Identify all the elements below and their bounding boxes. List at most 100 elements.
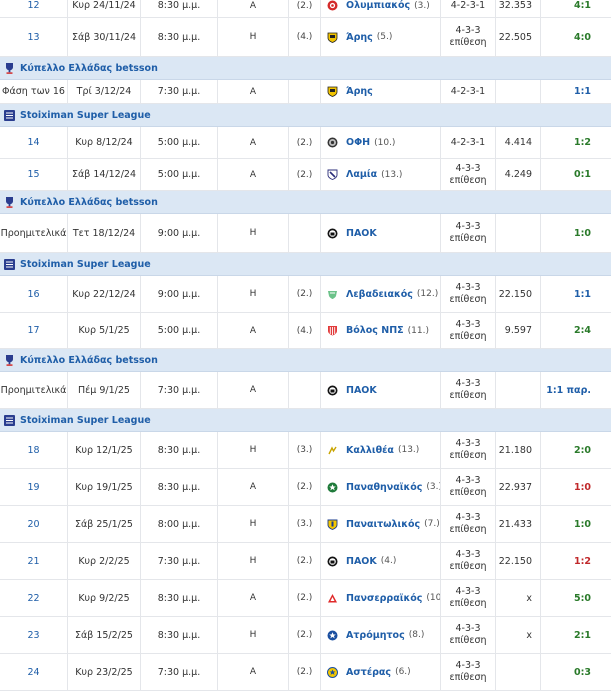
match-time: 8:30 μ.μ. [157,592,201,604]
opponent-link[interactable]: ΟΦΗ [346,137,371,148]
cell-score: 1:1 [541,276,611,312]
score-link[interactable]: 1:2 [573,555,591,567]
levadiakos-crest-icon [327,289,338,300]
cell-date: Σάβ 30/11/24 [68,18,141,56]
score-link[interactable]: 4:0 [573,31,591,43]
opponent-link[interactable]: Άρης [346,31,373,43]
score-link[interactable]: 1:1 [573,86,591,97]
cell-round: Φάση των 16 [0,80,68,103]
score-link[interactable]: 2:1 [573,629,591,641]
formation-style: επίθεση [449,174,487,186]
opponent-link[interactable]: Καλλιθέα [346,444,394,456]
home-away-indicator: Α [249,86,257,97]
attendance: 22.150 [498,288,532,300]
score-link[interactable]: 1:1 [573,288,591,300]
competition-header: Stoiximan Super League [0,104,611,127]
round-link[interactable]: 15 [27,169,40,180]
cell-score: 4:0 [541,18,611,56]
opponent-link[interactable]: ΠΑΟΚ [346,384,377,396]
attendance: 4.414 [504,137,532,148]
cell-date: Πέμ 9/1/25 [68,372,141,408]
super-league-icon [4,258,15,271]
cell-team: Παναιτωλικός (7.) [321,506,441,542]
cell-att: 4.249 [496,159,541,190]
formation: 4-3-3 [455,512,481,523]
round-link[interactable]: 14 [27,137,40,148]
opponent-link[interactable]: Λεβαδειακός [346,288,413,300]
opponent-link[interactable]: Λαμία [346,169,378,180]
match-row: 22 Κυρ 9/2/25 8:30 μ.μ. Α (2.) Πανσερραϊκός (1… [0,580,611,617]
own-league-position: (2.) [296,169,313,180]
score-link[interactable]: 1:2 [573,137,591,148]
round-link[interactable]: 24 [27,666,40,678]
score-link[interactable]: 4:1 [573,0,591,11]
cell-team: Λεβαδειακός (12.) [321,276,441,312]
opponent-link[interactable]: ΠΑΟΚ [346,227,377,239]
score-link[interactable]: 1:0 [573,518,591,530]
opponent-rank: (12.) [416,289,439,299]
score-link[interactable]: 1:0 [573,227,591,239]
paok-crest-icon [327,385,338,396]
round-link[interactable]: 20 [27,518,40,530]
opponent-link[interactable]: Παναθηναϊκός [346,481,423,493]
round-link[interactable]: 16 [27,288,40,300]
cell-form: 4-3-3 επίθεση [441,214,496,252]
round-link[interactable]: 21 [27,555,40,567]
home-away-indicator: Η [249,289,257,299]
competition-title-link[interactable]: Stoiximan Super League [20,414,151,426]
opponent-link[interactable]: Παναιτωλικός [346,518,421,530]
formation: 4-3-3 [455,378,481,389]
formation-style: επίθεση [449,672,487,683]
match-time: 9:00 μ.μ. [157,227,201,239]
competition-title-link[interactable]: Κύπελλο Ελλάδας betsson [20,196,158,208]
greek-cup-icon [4,62,15,75]
score-link[interactable]: 0:3 [573,666,591,678]
formation-style: επίθεση [449,390,487,401]
cell-team: ΠΑΟΚ [321,214,441,252]
match-time: 7:30 μ.μ. [157,666,201,678]
opponent-link[interactable]: Άρης [346,86,373,97]
round-link[interactable]: 13 [27,31,40,43]
cell-pos [289,214,321,252]
home-away-indicator: Η [249,519,257,529]
competition-title-link[interactable]: Stoiximan Super League [20,109,151,121]
cell-round: 22 [0,580,68,616]
competition-title-link[interactable]: Κύπελλο Ελλάδας betsson [20,354,158,366]
cell-date: Σάβ 25/1/25 [68,506,141,542]
round-link[interactable]: 23 [27,629,40,641]
score-link[interactable]: 1:1 παρ. [546,384,591,396]
match-date: Τρί 3/12/24 [76,86,132,97]
own-league-position: (3.) [296,519,313,529]
score-link[interactable]: 2:4 [573,325,591,336]
score-link[interactable]: 2:0 [573,444,591,456]
round-link[interactable]: 22 [27,592,40,604]
opponent-link[interactable]: Αστέρας [346,666,392,678]
round-link[interactable]: 17 [27,325,40,336]
cell-att: x [496,580,541,616]
cell-att: 21.180 [496,432,541,468]
round-link[interactable]: 19 [27,481,40,493]
cell-att [496,654,541,690]
cell-pos: (2.) [289,0,321,17]
round-link[interactable]: 18 [27,444,40,456]
cell-score: 4:1 [541,0,611,17]
cell-score: 1:0 [541,214,611,252]
formation-style: επίθεση [449,294,487,305]
cell-form: 4-2-3-1 [441,0,496,17]
home-away-indicator: Α [249,385,257,395]
round-link[interactable]: 12 [27,0,40,11]
opponent-link[interactable]: Βόλος ΝΠΣ [346,325,404,336]
score-link[interactable]: 0:1 [573,169,591,180]
opponent-link[interactable]: Πανσερραϊκός [346,592,423,604]
attendance: 9.597 [504,325,532,336]
competition-title-link[interactable]: Κύπελλο Ελλάδας betsson [20,62,158,74]
opponent-link[interactable]: Ολυμπιακός [346,0,411,11]
opponent-link[interactable]: ΠΑΟΚ [346,555,377,567]
score-link[interactable]: 5:0 [573,592,591,604]
match-date: Κυρ 24/11/24 [72,0,136,11]
home-away-indicator: Α [249,482,257,492]
competition-title-link[interactable]: Stoiximan Super League [20,258,151,270]
opponent-link[interactable]: Ατρόμητος [346,629,405,641]
score-link[interactable]: 1:0 [573,481,591,493]
